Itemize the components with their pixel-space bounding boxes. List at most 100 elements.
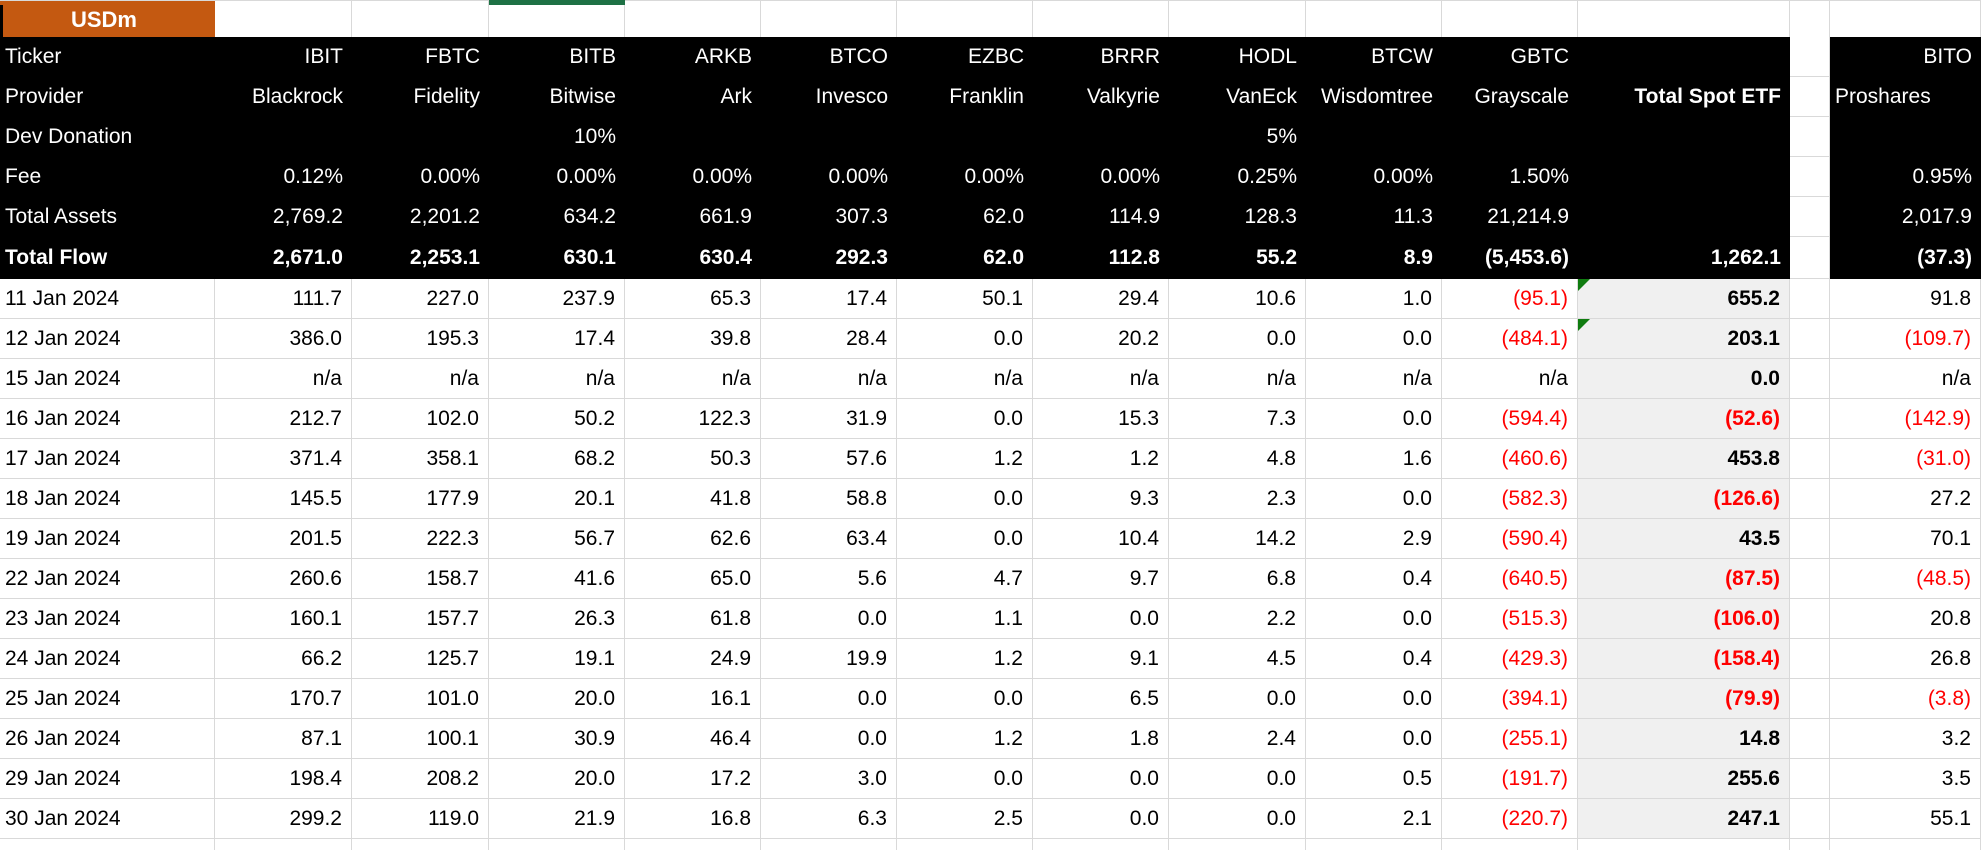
gap-cell[interactable] [1790,279,1830,319]
date-cell[interactable]: 11 Jan 2024 [0,279,215,319]
cell-hodl-flow[interactable]: 0.0 [1169,679,1306,719]
cell-fbtc-flow[interactable]: 222.3 [352,519,489,559]
cell-btco-total-assets[interactable]: 307.3 [761,197,897,237]
cell-btcw-flow[interactable]: 0.0 [1306,679,1442,719]
cell-ibit-flow[interactable]: 371.4 [215,439,352,479]
row-label-total-flow[interactable]: Total Flow [0,237,215,279]
cell-bitb-flow[interactable]: 68.2 [489,439,625,479]
cell-brrr-flow[interactable]: 0.0 [1033,599,1169,639]
cell-btcw-flow[interactable]: 0.0 [1306,319,1442,359]
cell-hodl-flow[interactable]: 2.4 [1169,719,1306,759]
empty-cell[interactable] [1790,0,1830,37]
cell-fbtc-ticker[interactable]: FBTC [352,37,489,77]
cell-brrr-flow[interactable]: 6.5 [1033,679,1169,719]
cell-ibit-flow[interactable]: 170.7 [215,679,352,719]
cell-ezbc-flow[interactable]: 1.1 [897,599,1033,639]
cell-btcw-flow[interactable]: 0.4 [1306,559,1442,599]
cell-gbtc-provider[interactable]: Grayscale [1442,77,1578,117]
cell-bitb-flow[interactable]: 20.1 [489,479,625,519]
cell-ibit-total-assets[interactable]: 2,769.2 [215,197,352,237]
cell-fbtc-total-assets[interactable]: 2,201.2 [352,197,489,237]
cell-arkb-flow[interactable]: 62.6 [625,519,761,559]
cell-bito-flow[interactable]: (48.5) [1830,559,1981,599]
cell-arkb-flow[interactable]: 16.1 [625,679,761,719]
cell-total-spot-etf-flow[interactable]: 655.2 [1578,279,1790,319]
cell-gbtc-flow[interactable]: (191.7) [1442,759,1578,799]
cell-brrr-flow[interactable]: 0.0 [1033,799,1169,839]
cell-brrr-flow[interactable]: 20.2 [1033,319,1169,359]
cell-gbtc-flow[interactable]: (590.4) [1442,519,1578,559]
cell-hodl-flow[interactable]: 4.5 [1169,639,1306,679]
empty-cell[interactable] [1306,0,1442,37]
row-label-dev-donation[interactable]: Dev Donation [0,117,215,157]
cell-ezbc-flow[interactable]: 0.0 [897,759,1033,799]
cell-brrr-flow[interactable]: 29.4 [1033,279,1169,319]
cell-bitb-total-assets[interactable]: 634.2 [489,197,625,237]
cell-btco-flow[interactable]: 57.6 [761,439,897,479]
cell-fbtc-flow[interactable]: n/a [352,359,489,399]
date-cell[interactable]: 15 Jan 2024 [0,359,215,399]
cell-gbtc-flow[interactable]: n/a [1442,359,1578,399]
cell-arkb-flow[interactable]: 50.3 [625,439,761,479]
cell-btcw-flow[interactable]: 0.0 [1306,479,1442,519]
date-cell[interactable]: 16 Jan 2024 [0,399,215,439]
cell-brrr-flow[interactable]: 1.8 [1033,719,1169,759]
cell-fbtc-total-flow[interactable]: 2,253.1 [352,237,489,279]
cell-btcw-total-flow[interactable]: 8.9 [1306,237,1442,279]
cell-bito-ticker[interactable]: BITO [1830,37,1981,77]
cell-ezbc-flow[interactable]: 50.1 [897,279,1033,319]
cell-btco-flow[interactable]: 0.0 [761,719,897,759]
cell-hodl-flow[interactable]: 14.2 [1169,519,1306,559]
cell-bitb-flow[interactable]: 41.6 [489,559,625,599]
empty-cell[interactable] [1306,839,1442,850]
empty-cell[interactable] [1033,839,1169,850]
cell-bitb-flow[interactable]: 17.4 [489,319,625,359]
cell-fbtc-flow[interactable]: 358.1 [352,439,489,479]
empty-cell[interactable] [215,0,352,37]
cell-brrr-flow[interactable]: 1.2 [1033,439,1169,479]
cell-ezbc-provider[interactable]: Franklin [897,77,1033,117]
cell-gbtc-flow[interactable]: (582.3) [1442,479,1578,519]
cell-hodl-fee[interactable]: 0.25% [1169,157,1306,197]
cell-bitb-flow[interactable]: 20.0 [489,759,625,799]
cell-hodl-flow[interactable]: 0.0 [1169,799,1306,839]
cell-brrr-flow[interactable]: 0.0 [1033,759,1169,799]
cell-arkb-flow[interactable]: n/a [625,359,761,399]
empty-cell[interactable] [1442,0,1578,37]
gap-cell[interactable] [1790,759,1830,799]
cell-ezbc-flow[interactable]: n/a [897,359,1033,399]
gap-cell[interactable] [1790,519,1830,559]
cell-ezbc-flow[interactable]: 1.2 [897,719,1033,759]
cell-btcw-flow[interactable]: 0.0 [1306,599,1442,639]
empty-cell[interactable] [1578,839,1790,850]
cell-ibit-fee[interactable]: 0.12% [215,157,352,197]
cell-bitb-total-flow[interactable]: 630.1 [489,237,625,279]
cell-brrr-flow[interactable]: 9.7 [1033,559,1169,599]
cell-btco-flow[interactable]: 31.9 [761,399,897,439]
cell-bito-flow[interactable]: (142.9) [1830,399,1981,439]
cell-btcw-flow[interactable]: 0.0 [1306,399,1442,439]
gap-cell[interactable] [1790,399,1830,439]
cell-btco-flow[interactable]: 6.3 [761,799,897,839]
cell-fbtc-provider[interactable]: Fidelity [352,77,489,117]
cell-btco-flow[interactable]: 0.0 [761,679,897,719]
empty-cell[interactable] [489,0,625,37]
cell-fbtc-flow[interactable]: 157.7 [352,599,489,639]
cell-ibit-flow[interactable]: n/a [215,359,352,399]
gap-cell[interactable] [1790,197,1830,237]
cell-btcw-flow[interactable]: 2.9 [1306,519,1442,559]
cell-bitb-dev-donation[interactable]: 10% [489,117,625,157]
cell-bitb-flow[interactable]: 56.7 [489,519,625,559]
cell-ibit-flow[interactable]: 260.6 [215,559,352,599]
cell-bitb-flow[interactable]: 50.2 [489,399,625,439]
cell-total-spot-etf-flow[interactable]: 453.8 [1578,439,1790,479]
cell-total-spot-etf-flow[interactable]: (158.4) [1578,639,1790,679]
cell-ezbc-flow[interactable]: 0.0 [897,679,1033,719]
cell-bito-provider[interactable]: Proshares [1830,77,1981,117]
row-label-total-assets[interactable]: Total Assets [0,197,215,237]
cell-btco-flow[interactable]: 5.6 [761,559,897,599]
cell-bitb-provider[interactable]: Bitwise [489,77,625,117]
cell-total-spot-etf-fee[interactable] [1578,157,1790,197]
empty-cell[interactable] [1442,839,1578,850]
cell-fbtc-flow[interactable]: 102.0 [352,399,489,439]
